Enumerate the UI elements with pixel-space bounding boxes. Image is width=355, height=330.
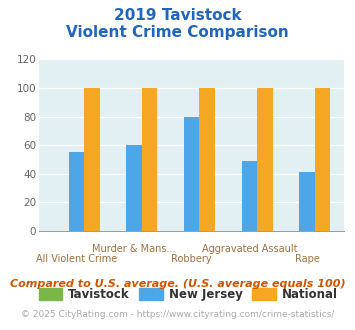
Text: Robbery: Robbery [171, 254, 212, 264]
Bar [69, 152, 84, 231]
Bar [315, 88, 331, 231]
Text: Violent Crime Comparison: Violent Crime Comparison [66, 25, 289, 40]
Bar [142, 88, 157, 231]
Bar [257, 88, 273, 231]
Text: Rape: Rape [295, 254, 320, 264]
Bar [126, 145, 142, 231]
Bar [184, 116, 200, 231]
Text: 2019 Tavistock: 2019 Tavistock [114, 8, 241, 23]
Legend: Tavistock, New Jersey, National: Tavistock, New Jersey, National [39, 288, 338, 301]
Bar [84, 88, 100, 231]
Text: Compared to U.S. average. (U.S. average equals 100): Compared to U.S. average. (U.S. average … [10, 279, 345, 289]
Text: © 2025 CityRating.com - https://www.cityrating.com/crime-statistics/: © 2025 CityRating.com - https://www.city… [21, 310, 334, 319]
Text: All Violent Crime: All Violent Crime [36, 254, 117, 264]
Bar [200, 88, 215, 231]
Bar [299, 172, 315, 231]
Text: Aggravated Assault: Aggravated Assault [202, 244, 297, 254]
Text: Murder & Mans...: Murder & Mans... [92, 244, 176, 254]
Bar [242, 161, 257, 231]
